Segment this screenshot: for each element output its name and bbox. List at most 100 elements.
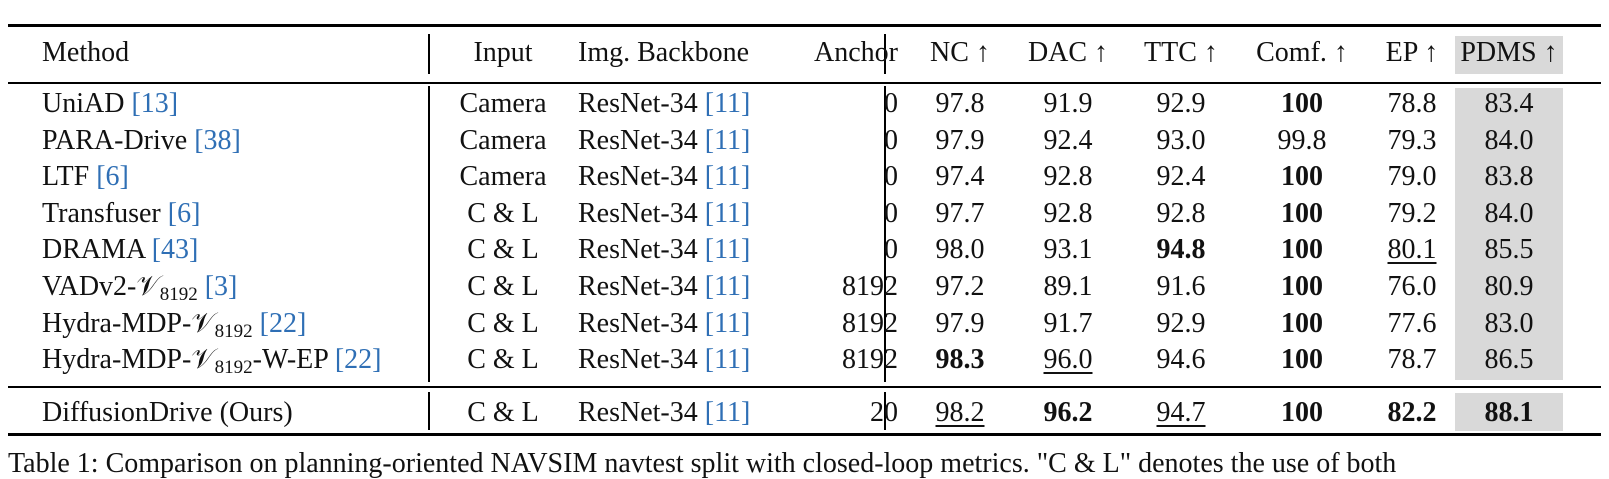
anchor-cell: 8192 xyxy=(842,344,898,375)
bottom-rule xyxy=(8,433,1601,436)
input-cell: C & L xyxy=(467,397,539,428)
comf-cell: 100 xyxy=(1281,308,1323,339)
header-comf: Comf. ↑ xyxy=(1256,37,1348,68)
header-method: Method xyxy=(42,37,130,68)
ttc-cell: 91.6 xyxy=(1156,271,1206,302)
method-citation[interactable]: [43] xyxy=(151,234,199,265)
method-citation[interactable]: [22] xyxy=(259,308,307,339)
backbone-citation[interactable]: [11] xyxy=(704,125,751,156)
pdms-body-shade xyxy=(1455,88,1563,380)
method-subscript: 8192 xyxy=(214,321,253,342)
method-subscript: 8192 xyxy=(159,284,198,305)
pdms-cell: 84.0 xyxy=(1484,198,1534,229)
backbone-citation[interactable]: [11] xyxy=(704,344,751,375)
nc-cell: 97.8 xyxy=(935,88,985,119)
comf-cell: 100 xyxy=(1281,161,1323,192)
comf-cell: 100 xyxy=(1281,271,1323,302)
method-cell: UniAD [13] xyxy=(42,86,178,122)
nc-cell: 98.2 xyxy=(912,395,1008,431)
nc-cell: 97.4 xyxy=(935,161,985,192)
backbone-citation[interactable]: [11] xyxy=(704,234,751,265)
ttc-cell: 94.8 xyxy=(1156,234,1206,265)
ep-value: 80.1 xyxy=(1387,234,1437,265)
dac-cell: 92.4 xyxy=(1043,125,1093,156)
ep-cell: 82.2 xyxy=(1387,397,1437,428)
backbone-cell: ResNet-34 [11] xyxy=(578,159,750,195)
comf-cell: 100 xyxy=(1281,198,1323,229)
pdms-cell: 85.5 xyxy=(1484,234,1534,265)
backbone-name: ResNet-34 xyxy=(578,161,698,192)
dac-cell: 89.1 xyxy=(1043,271,1093,302)
ep-cell: 79.3 xyxy=(1387,125,1437,156)
method-citation[interactable]: [38] xyxy=(194,125,241,156)
header-nc: NC ↑ xyxy=(930,37,990,68)
backbone-name: ResNet-34 xyxy=(578,125,698,156)
anchor-cell: 20 xyxy=(870,397,898,428)
backbone-citation[interactable]: [11] xyxy=(704,88,751,119)
backbone-citation[interactable]: [11] xyxy=(704,397,751,428)
pdms-header-shade xyxy=(1455,36,1563,74)
backbone-citation[interactable]: [11] xyxy=(704,198,751,229)
header-backbone: Img. Backbone xyxy=(578,37,750,68)
nc-cell: 98.0 xyxy=(935,234,985,265)
pdms-cell: 83.0 xyxy=(1484,308,1534,339)
dac-cell: 96.2 xyxy=(1043,397,1093,428)
ttc-cell: 92.4 xyxy=(1156,161,1206,192)
backbone-citation[interactable]: [11] xyxy=(704,308,751,339)
ep-cell: 79.0 xyxy=(1387,161,1437,192)
method-citation[interactable]: [6] xyxy=(167,198,201,229)
separator-method xyxy=(428,86,430,382)
separator-metrics xyxy=(884,34,886,74)
nc-cell: 97.9 xyxy=(935,308,985,339)
method-name: Hydra-MDP-𝒱 xyxy=(42,308,215,339)
method-name: VADv2-𝒱 xyxy=(42,271,160,302)
dac-value: 96.0 xyxy=(1043,344,1093,375)
comf-cell: 100 xyxy=(1281,234,1323,265)
input-cell: C & L xyxy=(467,271,539,302)
comf-cell: 100 xyxy=(1281,344,1323,375)
backbone-name: ResNet-34 xyxy=(578,271,698,302)
separator-metrics xyxy=(884,392,886,430)
method-citation[interactable]: [22] xyxy=(334,344,382,375)
separator-method xyxy=(428,392,430,430)
method-name: LTF xyxy=(42,161,90,192)
method-name: Hydra-MDP-𝒱 xyxy=(42,344,215,375)
backbone-citation[interactable]: [11] xyxy=(704,271,751,302)
comf-cell: 100 xyxy=(1281,88,1323,119)
dac-cell: 93.1 xyxy=(1043,234,1093,265)
nc-cell: 98.3 xyxy=(935,344,985,375)
header-ttc: TTC ↑ xyxy=(1144,37,1218,68)
anchor-cell: 0 xyxy=(884,161,898,192)
input-cell: Camera xyxy=(459,88,547,119)
backbone-citation[interactable]: [11] xyxy=(704,161,751,192)
input-cell: C & L xyxy=(467,198,539,229)
ttc-cell: 94.6 xyxy=(1156,344,1206,375)
backbone-cell: ResNet-34 [11] xyxy=(578,196,750,232)
method-name: DRAMA xyxy=(42,234,145,265)
comf-cell: 100 xyxy=(1281,397,1323,428)
ttc-cell: 94.7 xyxy=(1127,395,1235,431)
ttc-cell: 92.9 xyxy=(1156,308,1206,339)
method-citation[interactable]: [13] xyxy=(131,88,179,119)
anchor-cell: 0 xyxy=(884,234,898,265)
header-ep: EP ↑ xyxy=(1385,37,1439,68)
dac-cell: 92.8 xyxy=(1043,198,1093,229)
nc-cell: 97.9 xyxy=(935,125,985,156)
backbone-name: ResNet-34 xyxy=(578,234,698,265)
ttc-cell: 93.0 xyxy=(1156,125,1206,156)
pdms-cell: 86.5 xyxy=(1484,344,1534,375)
method-citation[interactable]: [3] xyxy=(204,271,238,302)
backbone-cell: ResNet-34 [11] xyxy=(578,306,750,342)
pdms-cell: 84.0 xyxy=(1484,125,1534,156)
method-cell: PARA-Drive [38] xyxy=(42,123,241,159)
input-cell: Camera xyxy=(459,161,547,192)
separator-metrics xyxy=(884,86,886,382)
ep-cell: 79.2 xyxy=(1387,198,1437,229)
method-cell: Transfuser [6] xyxy=(42,196,200,232)
input-cell: Camera xyxy=(459,125,547,156)
method-citation[interactable]: [6] xyxy=(96,161,129,192)
ttc-cell: 92.8 xyxy=(1156,198,1206,229)
dac-cell: 92.8 xyxy=(1043,161,1093,192)
ours-rule xyxy=(8,386,1601,388)
ep-cell: 78.8 xyxy=(1387,88,1437,119)
